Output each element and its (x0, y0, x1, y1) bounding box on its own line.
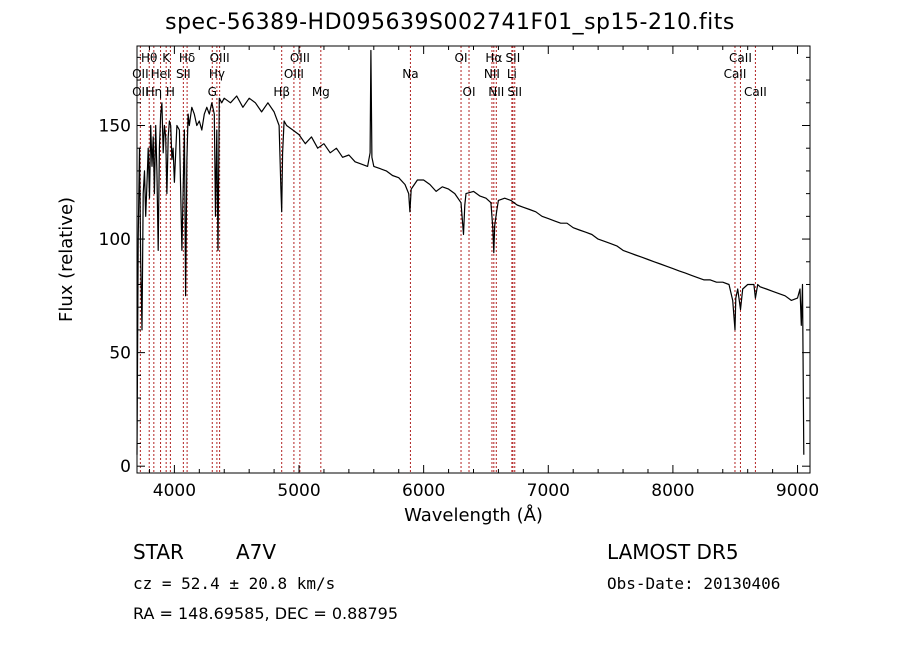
line-label: Hα (485, 51, 502, 65)
line-label: OII (132, 67, 149, 81)
line-label: CaII (724, 67, 747, 81)
y-tick-label: 50 (109, 344, 131, 364)
line-label: H (166, 85, 175, 99)
line-label: Hβ (273, 85, 290, 99)
x-tick-label: 9000 (776, 481, 819, 501)
line-label: OIII (290, 51, 310, 65)
line-label: OII (132, 85, 149, 99)
axis-ticks: 4000 5000 6000 7000 8000 9000 0 50 100 150 (99, 46, 819, 501)
line-label: Hδ (179, 51, 195, 65)
survey-name: LAMOST DR5 (607, 540, 739, 564)
line-label: CaII (744, 85, 767, 99)
line-label: Mg (312, 85, 330, 99)
line-label: SII (507, 85, 522, 99)
line-label: G (208, 85, 217, 99)
x-tick-label: 5000 (277, 481, 320, 501)
line-label: OIII (210, 51, 230, 65)
line-label: Hθ (141, 51, 157, 65)
line-label: Hγ (209, 67, 225, 81)
x-tick-label: 7000 (527, 481, 570, 501)
y-tick-label: 150 (99, 116, 131, 136)
x-tick-label: 6000 (402, 481, 445, 501)
x-tick-label: 4000 (153, 481, 196, 501)
y-tick-label: 0 (120, 457, 131, 477)
chart-title: spec-56389-HD095639S002741F01_sp15-210.f… (165, 10, 735, 35)
line-label: OIII (284, 67, 304, 81)
line-label: SII (176, 67, 191, 81)
line-label: SII (506, 51, 521, 65)
line-label: CaII (729, 51, 752, 65)
line-label: OI (455, 51, 468, 65)
plot-frame (136, 45, 811, 474)
line-label: Na (402, 67, 418, 81)
line-label: HeI (151, 67, 171, 81)
x-axis-label: Wavelength (Å) (404, 504, 543, 526)
object-class: STAR (133, 540, 184, 564)
line-label: K (162, 51, 171, 65)
line-label: Hη (146, 85, 163, 99)
ra-dec-readout: RA = 148.69585, DEC = 0.88795 (133, 604, 399, 623)
line-label: OI (463, 85, 476, 99)
line-markers (139, 46, 756, 473)
line-label: Li (507, 67, 517, 81)
line-label: NII (488, 85, 504, 99)
obs-date: Obs-Date: 20130406 (607, 574, 781, 593)
object-subclass: A7V (236, 540, 277, 564)
redshift-readout: cz = 52.4 ± 20.8 km/s (133, 574, 336, 593)
y-axis-label: Flux (relative) (56, 197, 77, 322)
y-tick-label: 100 (99, 230, 131, 250)
x-tick-label: 8000 (651, 481, 694, 501)
spectrum-line (136, 49, 805, 455)
line-label: NII (484, 67, 500, 81)
